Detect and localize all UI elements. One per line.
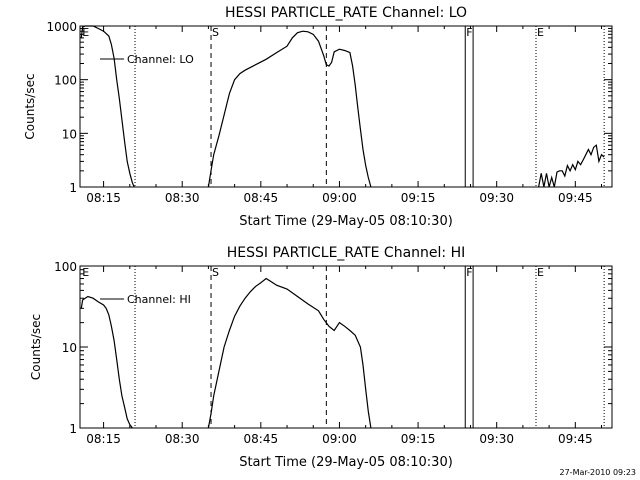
event-marker-label: E [82, 26, 89, 39]
chart-title: HESSI PARTICLE_RATE Channel: LO [225, 5, 467, 21]
event-marker-label: S [212, 26, 219, 39]
x-tick-label: 09:00 [322, 432, 357, 446]
y-tick-label: 1 [69, 422, 77, 436]
y-axis-label: Counts/sec [23, 73, 37, 139]
event-marker-label: F [466, 266, 472, 279]
x-tick-label: 09:45 [558, 191, 593, 205]
data-line [207, 30, 372, 188]
x-tick-label: 09:30 [479, 191, 514, 205]
chart-hi-channel: HESSI PARTICLE_RATE Channel: HI 08:15 08:3… [29, 245, 613, 470]
x-tick-label: 09:15 [401, 191, 436, 205]
x-tick-label: 08:15 [86, 191, 121, 205]
x-tick-label: 08:45 [244, 432, 279, 446]
y-tick-label: 10 [62, 341, 77, 355]
x-tick-label: 09:45 [558, 432, 593, 446]
x-tick-label: 09:00 [322, 191, 357, 205]
data-line [207, 277, 372, 429]
y-axis-label: Counts/sec [29, 314, 43, 380]
chart-title: HESSI PARTICLE_RATE Channel: HI [227, 245, 465, 261]
x-tick-label: 08:15 [86, 432, 121, 446]
x-tick-label: 08:30 [165, 432, 200, 446]
x-tick-label: 09:30 [479, 432, 514, 446]
x-axis-label: Start Time (29-May-05 08:10:30) [239, 455, 453, 470]
x-tick-label: 08:30 [165, 191, 200, 205]
legend-label: Channel: HI [127, 293, 191, 306]
y-tick-label: 100 [54, 74, 77, 88]
event-marker-label: E [537, 26, 544, 39]
event-marker-label: S [212, 266, 219, 279]
plot-frame [79, 265, 613, 429]
plot-frame [79, 25, 613, 188]
y-tick-label: 100 [54, 260, 77, 274]
data-line [80, 295, 133, 429]
x-tick-label: 08:45 [244, 191, 279, 205]
legend-label: Channel: LO [127, 53, 194, 66]
event-marker-label: E [537, 266, 544, 279]
chart-lo-channel: HESSI PARTICLE_RATE Channel: LO 08:15 08:3… [23, 5, 613, 229]
event-marker-label: E [82, 266, 89, 279]
x-axis-label: Start Time (29-May-05 08:10:30) [239, 214, 453, 229]
y-tick-label: 1000 [46, 20, 77, 34]
y-tick-label: 10 [62, 127, 77, 141]
event-marker-label: F [466, 26, 472, 39]
data-line [80, 25, 135, 188]
x-tick-label: 09:15 [401, 432, 436, 446]
data-line [538, 144, 605, 188]
footer-timestamp: 27-Mar-2010 09:23 [560, 468, 637, 477]
y-tick-label: 1 [69, 181, 77, 195]
